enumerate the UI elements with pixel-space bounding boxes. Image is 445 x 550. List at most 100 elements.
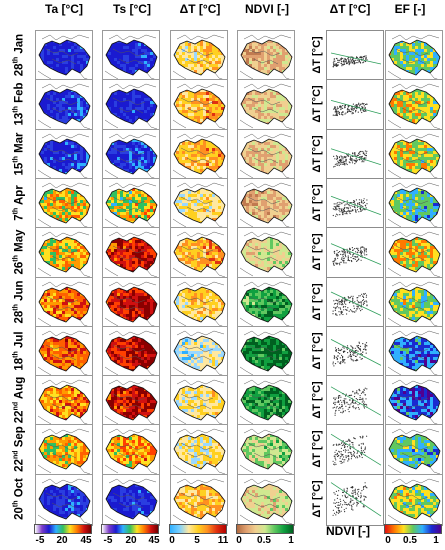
tick-ts-2: 45 (148, 535, 160, 546)
map-ndvi (237, 326, 295, 378)
row-date: 13th Feb (13, 82, 26, 125)
scatter-point (365, 152, 367, 154)
tick-dt-1: 5 (194, 535, 200, 546)
scatter-ylabel: ΔT [°C] (306, 277, 328, 327)
scatter-point (333, 406, 335, 408)
scatter-ylabel-text: ΔT [°C] (311, 36, 323, 74)
scatter-point (358, 347, 360, 349)
scatter-point (364, 150, 366, 152)
scatter-point (357, 494, 359, 496)
scatter-point (344, 494, 346, 496)
scatter-point (340, 59, 342, 61)
scatter-point (342, 298, 344, 300)
scatter-point (348, 204, 350, 206)
scatter-point (358, 60, 360, 63)
scatter-point (342, 201, 344, 203)
scatter-point (342, 111, 344, 113)
scatter-point (343, 359, 345, 361)
scatter-point (356, 455, 358, 457)
map-ta (35, 277, 93, 329)
tick-ndvi-0: 0 (236, 535, 242, 546)
scatter-point (344, 451, 346, 453)
scatter-point (345, 203, 347, 205)
scatter-point (360, 358, 362, 360)
scatter-point (349, 448, 352, 450)
scatter-point (361, 205, 363, 207)
scatter-point (337, 59, 339, 61)
scatter-point (342, 361, 344, 363)
scatter-point (347, 210, 349, 212)
scatter-point (335, 307, 337, 309)
scatter-point (360, 304, 362, 306)
scatter-point (348, 394, 350, 397)
scatter-point (335, 155, 338, 157)
scatter-point (358, 158, 360, 161)
header-ef: EF [-] (394, 2, 426, 16)
scatter-point (364, 496, 366, 498)
scatter-point (358, 202, 361, 204)
scatter-point (340, 300, 342, 303)
row-day-suffix: th (12, 207, 20, 215)
map-ef (385, 129, 443, 181)
scatter-point (336, 501, 338, 504)
scatter-point (336, 254, 338, 256)
scatter-point (337, 107, 339, 109)
scatter-point (340, 363, 342, 365)
scatter-point (342, 161, 344, 163)
scatter-point (343, 301, 345, 303)
scatter-point (336, 156, 338, 158)
colorbar-ndvi (236, 524, 294, 534)
scatter-point (364, 343, 366, 345)
scatter-point (343, 398, 345, 400)
scatter-point (356, 391, 358, 393)
scatter-point (363, 302, 365, 304)
map-ndvi (237, 129, 295, 181)
scatter-point (348, 411, 350, 413)
scatter-point (340, 202, 342, 204)
row-day: 15 (13, 162, 26, 176)
scatter-point (348, 407, 350, 409)
scatter-point (348, 456, 350, 458)
scatter-point (355, 408, 357, 410)
scatter-point (363, 486, 365, 488)
scatter-point (344, 206, 346, 208)
scatter-point (344, 496, 347, 498)
scatter-point (334, 258, 336, 260)
scatter-point (358, 211, 360, 213)
scatter-point (353, 159, 355, 161)
scatter-point (336, 263, 338, 265)
scatter-point (350, 158, 352, 160)
scatter-point (355, 157, 357, 159)
scatter-point (339, 160, 342, 162)
map-ts (102, 227, 160, 279)
scatter-point (350, 355, 353, 358)
scatter-point (341, 209, 343, 211)
scatter-point (344, 60, 346, 62)
scatter-point (349, 252, 351, 254)
scatter-point (364, 254, 366, 256)
scatter-point (354, 62, 356, 65)
scatter-point (342, 251, 344, 253)
scatter-point (365, 342, 368, 344)
scatter-point (335, 259, 337, 261)
scatter-point (337, 214, 339, 216)
scatter-point (355, 211, 357, 213)
scatter-point (353, 352, 355, 354)
map-ts (102, 277, 160, 329)
scatter-point (365, 398, 367, 400)
scatter-point (342, 356, 344, 358)
scatter-point (344, 58, 346, 60)
scatter-point (350, 394, 353, 396)
scatter-point (353, 491, 355, 493)
scatter-point (352, 109, 354, 111)
fit-line (330, 291, 382, 316)
colorbar-ef (384, 524, 442, 534)
scatter-point (334, 250, 336, 252)
scatter-point (365, 349, 367, 351)
scatter-point (350, 62, 352, 64)
scatter-point (339, 460, 341, 462)
scatter-point (349, 162, 351, 164)
scatter-point (346, 213, 348, 215)
scatter-point (351, 311, 354, 313)
scatter-point (359, 207, 362, 209)
